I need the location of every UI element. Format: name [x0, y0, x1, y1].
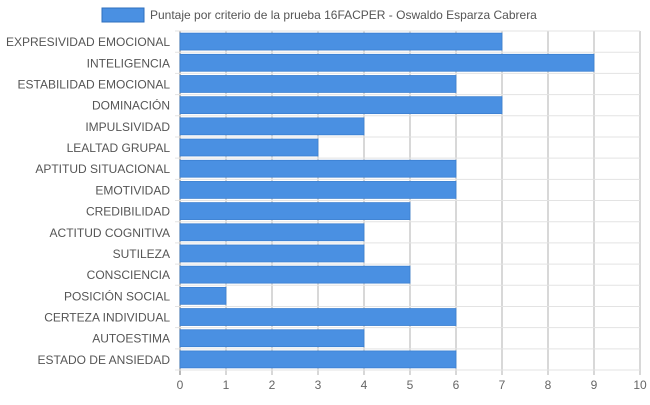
x-tick-label: 6: [453, 378, 460, 392]
x-tick-label: 10: [633, 378, 647, 392]
y-category-label: APTITUD SITUACIONAL: [35, 162, 170, 176]
bar[interactable]: [179, 181, 457, 199]
bar[interactable]: [179, 286, 227, 305]
bar[interactable]: [179, 32, 503, 51]
y-category-label: SUTILEZA: [113, 247, 170, 261]
legend-swatch: [101, 7, 145, 23]
y-category-label: IMPULSIVIDAD: [85, 120, 170, 134]
bar[interactable]: [179, 329, 365, 348]
y-category-label: DOMINACIÓN: [92, 98, 170, 113]
y-category-label: LEALTAD GRUPAL: [67, 141, 171, 155]
bar[interactable]: [179, 96, 503, 115]
y-category-label: POSICIÓN SOCIAL: [64, 288, 170, 303]
x-tick-label: 5: [407, 378, 414, 392]
y-category-label: CERTEZA INDIVIDUAL: [44, 311, 170, 325]
x-tick-label: 3: [315, 378, 322, 392]
x-tick-label: 0: [177, 378, 184, 392]
bar[interactable]: [179, 159, 457, 178]
bar[interactable]: [179, 308, 457, 326]
y-category-label: INTELIGENCIA: [87, 56, 170, 70]
bar[interactable]: [179, 223, 365, 242]
x-tick-label: 1: [223, 378, 230, 392]
x-tick-label: 8: [545, 378, 552, 392]
y-category-label: ESTADO DE ANSIEDAD: [38, 353, 171, 367]
bar[interactable]: [179, 75, 457, 93]
bar[interactable]: [179, 350, 457, 369]
y-category-label: ACTITUD COGNITIVA: [50, 226, 170, 240]
y-category-label: CREDIBILIDAD: [86, 205, 170, 219]
y-category-label: CONSCIENCIA: [87, 268, 170, 282]
bar[interactable]: [179, 265, 411, 284]
bar[interactable]: [179, 244, 365, 263]
y-category-label: EMOTIVIDAD: [95, 183, 170, 197]
x-tick-label: 7: [499, 378, 506, 392]
legend[interactable]: Puntaje por criterio de la prueba 16FACP…: [101, 7, 537, 23]
x-tick-label: 4: [361, 378, 368, 392]
y-category-label: EXPRESIVIDAD EMOCIONAL: [6, 35, 170, 49]
x-tick-label: 2: [269, 378, 276, 392]
y-axis-labels: EXPRESIVIDAD EMOCIONAL INTELIGENCIA ESTABI…: [6, 35, 170, 367]
x-tick-label: 9: [591, 378, 598, 392]
bar[interactable]: [179, 53, 595, 72]
bar[interactable]: [179, 138, 319, 157]
bar[interactable]: [179, 117, 365, 136]
bar[interactable]: [179, 202, 411, 220]
y-category-label: AUTOESTIMA: [92, 332, 170, 346]
legend-label: Puntaje por criterio de la prueba 16FACP…: [150, 8, 537, 22]
x-axis-ticks: 0 1 2 3 4 5 6 7 8 9 10: [177, 378, 647, 392]
bars: [179, 32, 595, 369]
y-category-label: ESTABILIDAD EMOCIONAL: [18, 77, 171, 91]
